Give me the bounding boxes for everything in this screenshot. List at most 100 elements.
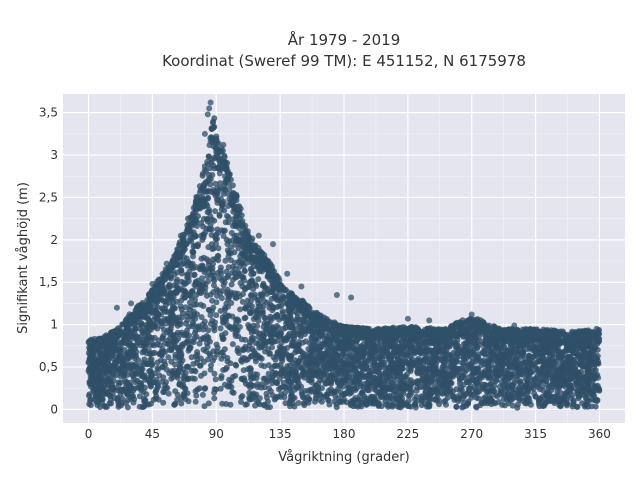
data-point [253,283,260,289]
data-point [176,348,183,355]
data-point [465,337,472,344]
data-point [261,384,268,391]
data-point [115,381,122,388]
data-point [136,403,143,410]
data-point [407,368,414,375]
data-point [557,356,564,362]
data-point [148,336,155,343]
data-point [171,361,178,368]
data-point [355,373,362,380]
data-point [291,377,298,384]
data-point [185,347,192,354]
data-point [414,384,421,391]
data-point [205,400,212,407]
data-point [516,386,523,393]
data-point [222,219,229,226]
data-point [222,366,229,373]
data-point [485,353,492,360]
data-point [159,334,166,341]
data-point [215,257,222,264]
data-point [472,389,479,396]
data-point [194,243,201,250]
data-point [249,382,256,389]
data-point [171,341,178,348]
data-point [172,400,179,407]
data-point [241,268,248,275]
data-point [289,382,296,389]
data-point [168,345,175,352]
data-point [127,382,134,389]
data-point [300,322,307,329]
data-point [191,301,198,308]
data-point [382,387,389,394]
data-point [534,368,541,375]
data-point [383,401,390,408]
data-point [456,395,462,402]
data-point [465,374,472,381]
data-point [177,360,184,367]
data-point [220,335,227,342]
data-point [424,359,431,366]
data-point [551,362,558,368]
data-point [217,185,224,192]
data-point [177,267,184,274]
data-point [374,379,381,386]
data-point [121,372,128,379]
data-point [290,332,297,339]
data-point [384,394,391,400]
data-point [213,341,220,348]
data-point [267,315,274,322]
chart-title-line1: År 1979 - 2019 [288,30,401,49]
data-point [309,369,316,376]
data-point [295,400,302,406]
data-point [549,356,556,363]
data-point [193,264,199,271]
data-point [402,380,409,387]
data-point [236,263,243,270]
data-point [175,335,182,342]
data-point [207,312,214,319]
data-point [243,259,250,266]
data-point [499,340,506,347]
data-point [205,194,211,201]
data-point [399,402,406,409]
data-point [277,370,284,377]
data-point [308,350,315,357]
data-point [439,368,446,375]
data-point [199,321,206,328]
data-point [472,377,479,384]
data-point [556,402,563,409]
data-point [340,398,347,405]
data-point [305,346,312,352]
data-point [115,347,122,353]
data-point [246,389,253,396]
data-point [268,337,275,344]
data-point [247,339,253,346]
data-point [216,212,223,219]
data-point [570,401,576,408]
data-point [426,364,433,371]
data-point [471,334,478,341]
data-point [411,396,418,403]
data-point [194,277,201,284]
data-point [223,268,230,275]
data-point [386,342,393,349]
data-point [464,379,471,386]
data-point [201,403,208,410]
data-point [463,402,470,409]
data-point [178,278,185,285]
data-point [555,367,562,374]
data-point [357,380,363,387]
data-point [432,344,439,351]
data-point [246,302,253,309]
data-point [220,233,227,239]
data-point [270,324,276,330]
data-point [440,378,447,385]
data-point [248,292,255,298]
data-point [189,248,196,255]
data-point [404,342,411,349]
data-point [220,198,227,205]
data-point [524,394,531,401]
data-point [276,343,283,350]
